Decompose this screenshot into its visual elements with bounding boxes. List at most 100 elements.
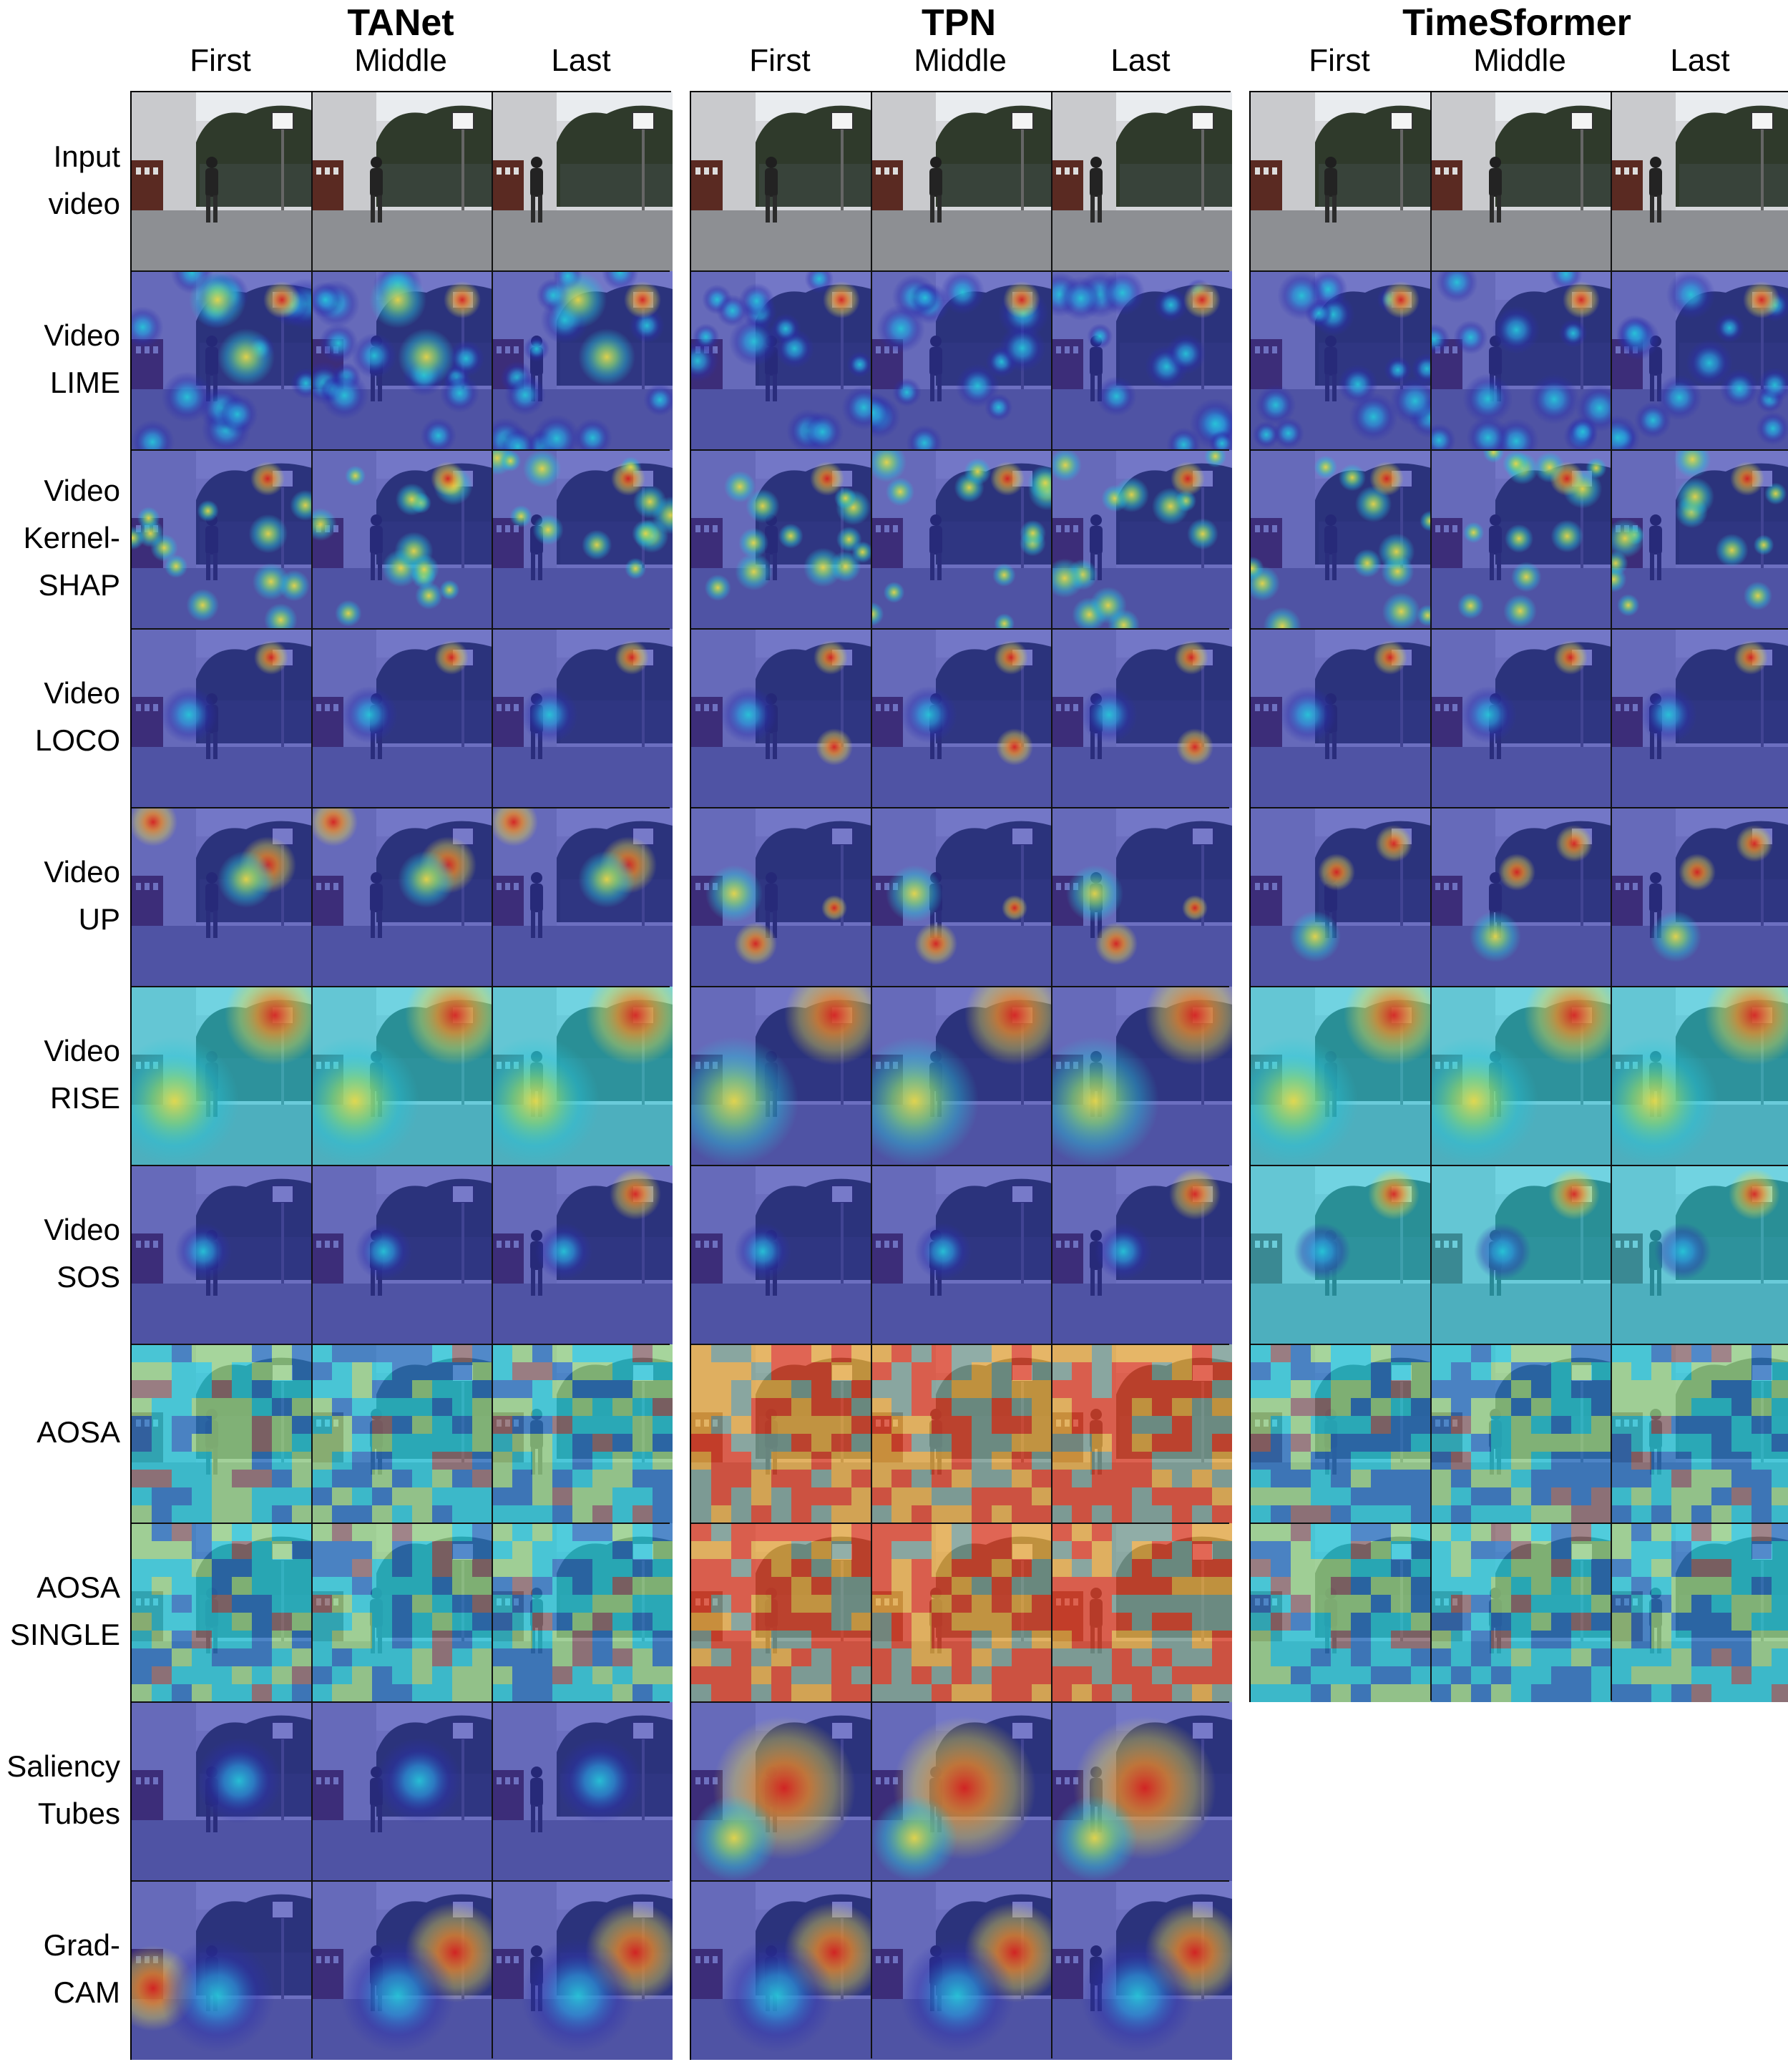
model-title-tpn: TPN [922,2,996,44]
row-divider [132,986,670,987]
row-label-line: Input [53,140,120,173]
cell-tanet-aosa-single-middle [312,1523,492,1702]
heatmap-image [1431,450,1611,629]
cell-tpn-saliency-tubes-last [1052,1702,1232,1881]
cell-tanet-video-loco-first [132,629,312,808]
cell-timesformer-video-loco-last [1611,629,1788,808]
row-label-line: Video [44,318,120,352]
cell-timesformer-video-kernel-shap-first [1251,450,1431,629]
model-title-tanet: TANet [347,2,454,44]
cell-tanet-grad-cam-first [132,1881,312,2060]
column-divider [1611,92,1612,1701]
cell-tanet-input-video-first [132,92,312,271]
video-frame-image [1611,92,1788,271]
heatmap-image [691,271,871,450]
row-label-video-kernel-shap: Video Kernel- SHAP [0,467,120,609]
row-label-video-lime: Video LIME [0,312,120,406]
frame-label-timesformer-middle: Middle [1473,43,1566,78]
heatmap-image [132,271,312,450]
row-label-line: Video [44,855,120,889]
cell-tpn-saliency-tubes-first [691,1702,871,1881]
heatmap-image [312,1702,492,1881]
video-frame-image [132,92,312,271]
row-label-line: SHAP [38,568,120,602]
row-label-video-rise: Video RISE [0,1027,120,1122]
cell-tpn-video-loco-first [691,629,871,808]
cell-tpn-input-video-last [1052,92,1232,271]
heatmap-image [1052,1702,1232,1881]
heatmap-image [1611,450,1788,629]
frame-label-timesformer-first: First [1309,43,1370,78]
cell-tpn-grad-cam-first [691,1881,871,2060]
heatmap-image [492,1881,673,2060]
row-label-line: video [48,187,120,220]
frame-label-tpn-first: First [749,43,811,78]
cell-timesformer-video-lime-first [1251,271,1431,450]
cell-tanet-video-lime-first [132,271,312,450]
cell-tpn-video-sos-last [1052,1166,1232,1344]
cell-timesformer-aosa-last [1611,1344,1788,1523]
cell-tpn-aosa-single-last [1052,1523,1232,1702]
cell-tanet-video-up-middle [312,808,492,987]
row-divider [132,270,670,272]
heatmap-image [691,629,871,808]
heatmap-image [1251,1344,1431,1523]
cell-tanet-aosa-single-last [492,1523,673,1702]
row-divider [691,1165,1229,1166]
row-divider [691,1880,1229,1882]
cell-timesformer-video-kernel-shap-middle [1431,450,1611,629]
cell-tpn-video-loco-last [1052,629,1232,808]
heatmap-image [132,1344,312,1523]
cell-tanet-video-loco-last [492,629,673,808]
row-label-aosa: AOSA [0,1409,120,1456]
heatmap-image [312,629,492,808]
row-divider [132,449,670,451]
row-label-line: SOS [57,1260,120,1294]
heatmap-image [871,629,1052,808]
row-label-line: Video [44,676,120,710]
heatmap-image [1052,450,1232,629]
column-divider [1430,92,1432,1701]
heatmap-image [1052,271,1232,450]
heatmap-image [1251,629,1431,808]
cell-tpn-video-kernel-shap-middle [871,450,1052,629]
cell-tanet-saliency-tubes-middle [312,1702,492,1881]
cell-tpn-aosa-middle [871,1344,1052,1523]
row-divider [691,986,1229,987]
cell-tpn-video-lime-middle [871,271,1052,450]
row-label-line: AOSA [36,1415,120,1449]
row-divider [1251,628,1788,630]
cell-tanet-aosa-last [492,1344,673,1523]
video-frame-image [312,92,492,271]
row-label-video-sos: Video SOS [0,1206,120,1301]
heatmap-image [871,808,1052,987]
row-label-grad-cam: Grad- CAM [0,1922,120,2016]
row-label-line: Video [44,474,120,507]
heatmap-image [1431,271,1611,450]
heatmap-image [132,1523,312,1702]
heatmap-image [871,1702,1052,1881]
cell-timesformer-video-sos-last [1611,1166,1788,1344]
heatmap-image [312,808,492,987]
row-divider [1251,449,1788,451]
cell-timesformer-aosa-single-first [1251,1523,1431,1702]
heatmap-image [312,271,492,450]
panel-timesformer [1249,91,1788,1702]
row-label-line: LIME [49,366,120,399]
column-divider [871,92,872,2058]
heatmap-image [871,450,1052,629]
heatmap-image [132,1702,312,1881]
cell-tanet-aosa-single-first [132,1523,312,1702]
cell-tanet-video-loco-middle [312,629,492,808]
row-divider [691,270,1229,272]
heatmap-image [312,1344,492,1523]
row-divider [1251,270,1788,272]
heatmap-image [492,271,673,450]
heatmap-image [1611,629,1788,808]
cell-tpn-video-rise-middle [871,987,1052,1166]
panel-tpn [690,91,1232,2060]
heatmap-image [312,987,492,1166]
video-frame-image [1431,92,1611,271]
cell-timesformer-aosa-single-last [1611,1523,1788,1702]
row-label-line: Video [44,1034,120,1067]
